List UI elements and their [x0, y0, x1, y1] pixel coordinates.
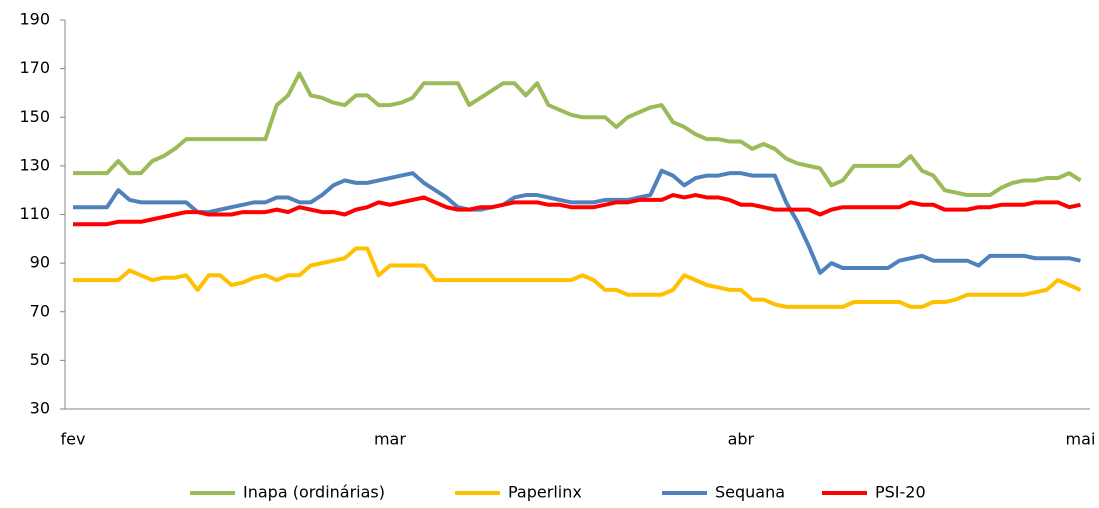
y-tick-label: 70	[30, 301, 50, 320]
y-tick-label: 30	[30, 399, 50, 418]
series-line	[73, 246, 1082, 309]
y-tick-label: 190	[19, 10, 50, 29]
x-tick-label: abr	[728, 430, 755, 449]
y-tick-label: 130	[19, 155, 50, 174]
x-tick-label: mai	[1066, 430, 1096, 449]
legend-label: Sequana	[715, 483, 785, 502]
series-line	[73, 71, 1082, 198]
legend-label: Paperlinx	[508, 483, 582, 502]
y-tick-label: 150	[19, 107, 50, 126]
series-line	[73, 193, 1081, 227]
x-tick-label: fev	[61, 430, 86, 449]
y-tick-label: 50	[30, 350, 50, 369]
y-tick-label: 170	[19, 58, 50, 77]
y-tick-label: 110	[19, 204, 50, 223]
y-tick-label: 90	[30, 253, 50, 272]
legend-label: PSI-20	[875, 483, 926, 502]
x-tick-label: mar	[374, 430, 406, 449]
series-line	[73, 168, 1081, 275]
legend-label: Inapa (ordinárias)	[243, 483, 385, 502]
